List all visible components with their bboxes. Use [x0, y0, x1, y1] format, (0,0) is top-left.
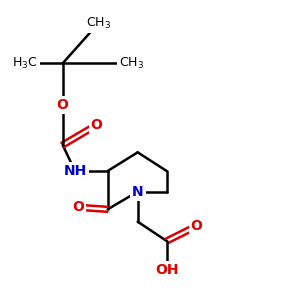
Text: O: O — [57, 98, 69, 112]
Text: OH: OH — [155, 263, 178, 277]
Text: N: N — [132, 185, 143, 199]
Text: O: O — [91, 118, 103, 132]
Text: O: O — [72, 200, 84, 214]
Text: O: O — [191, 219, 203, 233]
Text: H$_3$C: H$_3$C — [12, 56, 38, 71]
Text: CH$_3$: CH$_3$ — [119, 56, 144, 71]
Text: NH: NH — [63, 164, 87, 178]
Text: CH$_3$: CH$_3$ — [86, 16, 111, 31]
